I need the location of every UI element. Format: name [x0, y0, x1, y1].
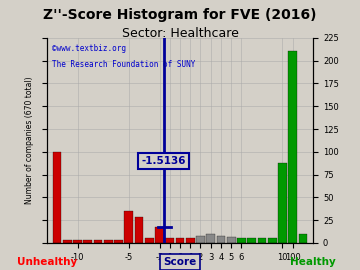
Y-axis label: Number of companies (670 total): Number of companies (670 total) — [25, 77, 34, 204]
Text: Sector: Healthcare: Sector: Healthcare — [122, 27, 238, 40]
Text: The Research Foundation of SUNY: The Research Foundation of SUNY — [52, 60, 195, 69]
Text: Score: Score — [163, 257, 197, 267]
Bar — [165, 238, 174, 243]
Bar — [217, 236, 225, 243]
Bar — [298, 234, 307, 243]
Bar — [247, 238, 256, 243]
Bar — [278, 163, 287, 243]
Bar — [104, 240, 113, 243]
Bar — [176, 238, 184, 243]
Bar — [268, 238, 276, 243]
Bar — [135, 217, 143, 243]
Bar — [288, 52, 297, 243]
Bar — [94, 240, 102, 243]
Bar — [53, 152, 62, 243]
Text: -1.5136: -1.5136 — [141, 156, 186, 166]
Bar — [145, 238, 154, 243]
Text: Unhealthy: Unhealthy — [17, 257, 77, 267]
Bar — [186, 238, 195, 243]
Text: Z''-Score Histogram for FVE (2016): Z''-Score Histogram for FVE (2016) — [43, 8, 317, 22]
Bar — [114, 240, 123, 243]
Text: ©www.textbiz.org: ©www.textbiz.org — [52, 44, 126, 53]
Bar — [258, 238, 266, 243]
Bar — [196, 236, 205, 243]
Bar — [206, 234, 215, 243]
Bar — [84, 240, 92, 243]
Bar — [155, 227, 164, 243]
Text: Healthy: Healthy — [290, 257, 336, 267]
Bar — [63, 240, 72, 243]
Bar — [73, 240, 82, 243]
Bar — [237, 238, 246, 243]
Bar — [227, 237, 235, 243]
Bar — [125, 211, 133, 243]
